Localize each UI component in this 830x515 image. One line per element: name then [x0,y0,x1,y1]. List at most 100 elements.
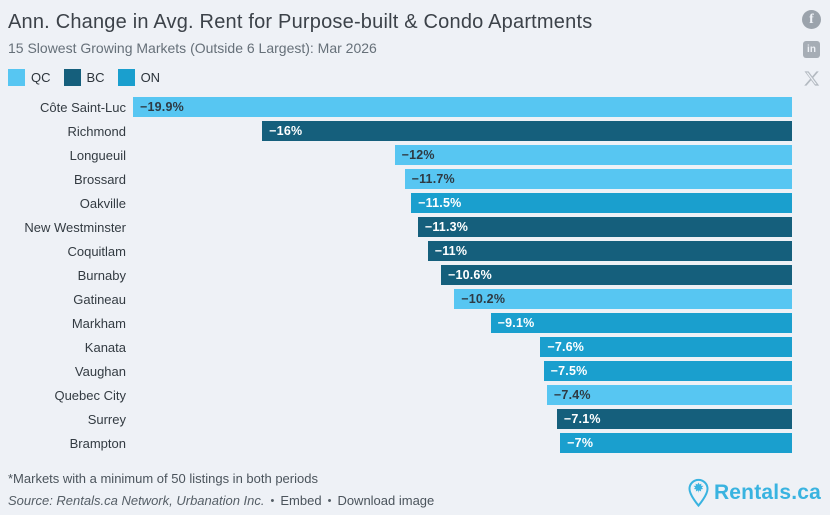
bar-track: −11% [133,241,792,261]
bar-value-label: −11.3% [424,220,469,234]
bar-value-label: −7.1% [563,412,601,426]
page-title: Ann. Change in Avg. Rent for Purpose-bui… [8,11,593,33]
category-label: Coquitlam [67,243,126,259]
bar[interactable]: −7.6% [540,337,792,357]
bar[interactable]: −9.1% [490,313,792,333]
download-image-link[interactable]: Download image [337,493,435,508]
bar-value-label: −11.5% [418,196,462,210]
chart-row: Longueuil −12% [0,143,792,167]
bar-value-label: −7.4% [553,388,591,402]
bar-track: −11.7% [133,169,792,189]
bar-value-label: −10.2% [461,292,506,306]
bar-value-label: −11.7% [411,172,455,186]
chart-row: Markham −9.1% [0,311,792,335]
bar-track: −11.5% [133,193,792,213]
maple-leaf-pin-icon [688,478,709,507]
category-label: Vaughan [74,363,126,379]
bar-track: −19.9% [133,97,792,117]
bar[interactable]: −11.5% [411,193,792,213]
bar-track: −7.4% [133,385,792,405]
chart-row: New Westminster −11.3% [0,215,792,239]
category-label: Gatineau [73,291,126,307]
chart-row: Quebec City −7.4% [0,383,792,407]
separator-bullet: • [327,494,332,507]
bar-track: −10.2% [133,289,792,309]
x-twitter-icon[interactable] [803,70,820,87]
category-label: Oakville [79,195,126,211]
chart-header: Ann. Change in Avg. Rent for Purpose-bui… [0,0,830,56]
legend-swatch [8,69,25,86]
bar-track: −7.6% [133,337,792,357]
category-label: Kanata [84,339,126,355]
bar[interactable]: −7% [560,433,792,453]
legend-item[interactable]: BC [63,69,105,86]
source-line: Source: Rentals.ca Network, Urbanation I… [8,493,434,508]
legend-label: QC [31,70,51,85]
bar-track: −9.1% [133,313,792,333]
bar[interactable]: −10.2% [454,289,792,309]
category-label: Markham [71,315,126,331]
legend: QC BC ON [0,56,830,86]
chart-row: Brampton −7% [0,431,792,455]
category-label: Côte Saint-Luc [40,99,126,115]
separator-bullet: • [270,494,275,507]
bar-value-label: −16% [269,124,303,138]
bar-track: −16% [133,121,792,141]
chart-row: Surrey −7.1% [0,407,792,431]
chart-row: Vaughan −7.5% [0,359,792,383]
bar[interactable]: −11% [427,241,792,261]
chart-row: Kanata −7.6% [0,335,792,359]
bar-track: −12% [133,145,792,165]
chart-row: Richmond −16% [0,119,792,143]
bar[interactable]: −12% [394,145,792,165]
bar-track: −10.6% [133,265,792,285]
linkedin-icon[interactable]: in [803,41,820,58]
legend-item[interactable]: QC [8,69,51,86]
footnote: *Markets with a minimum of 50 listings i… [8,471,318,486]
bar-value-label: −7.6% [547,340,585,354]
bar-value-label: −12% [401,148,435,162]
legend-swatch [63,69,81,86]
chart-row: Burnaby −10.6% [0,263,792,287]
bar[interactable]: −7.5% [543,361,792,381]
bar-value-label: −11% [434,244,468,258]
category-label: Richmond [67,123,126,139]
legend-label: BC [86,70,105,85]
category-label: New Westminster [24,219,126,235]
bar[interactable]: −19.9% [133,97,792,117]
legend-swatch [117,69,135,86]
category-label: Brossard [73,171,126,187]
chart-row: Coquitlam −11% [0,239,792,263]
bar[interactable]: −11.7% [404,169,792,189]
bar-track: −11.3% [133,217,792,237]
bar-track: −7.5% [133,361,792,381]
category-label: Burnaby [77,267,126,283]
bar-chart: Côte Saint-Luc −19.9% Richmond −16% Long… [0,95,830,455]
bar[interactable]: −7.1% [556,409,792,429]
bar[interactable]: −16% [262,121,792,141]
legend-item[interactable]: ON [117,69,161,86]
bar[interactable]: −11.3% [417,217,792,237]
bar-track: −7% [133,433,792,453]
category-label: Brampton [69,435,126,451]
chart-row: Gatineau −10.2% [0,287,792,311]
facebook-icon[interactable]: f [802,10,821,29]
bar-value-label: −7% [567,436,594,450]
bar[interactable]: −10.6% [440,265,792,285]
legend-label: ON [140,70,161,85]
bar-value-label: −19.9% [140,100,184,114]
bar-value-label: −7.5% [550,364,588,378]
social-share-bar: f in [802,10,821,87]
bar-value-label: −9.1% [497,316,535,330]
source-text: Source: Rentals.ca Network, Urbanation I… [8,493,265,508]
bar[interactable]: −7.4% [546,385,792,405]
bar-value-label: −10.6% [447,268,492,282]
embed-link[interactable]: Embed [280,493,322,508]
rentals-logo[interactable]: Rentals.ca [687,478,821,507]
chart-subtitle: 15 Slowest Growing Markets (Outside 6 La… [8,40,377,56]
category-label: Longueuil [69,147,126,163]
chart-row: Côte Saint-Luc −19.9% [0,95,792,119]
category-label: Surrey [87,411,126,427]
chart-row: Brossard −11.7% [0,167,792,191]
category-label: Quebec City [54,387,126,403]
